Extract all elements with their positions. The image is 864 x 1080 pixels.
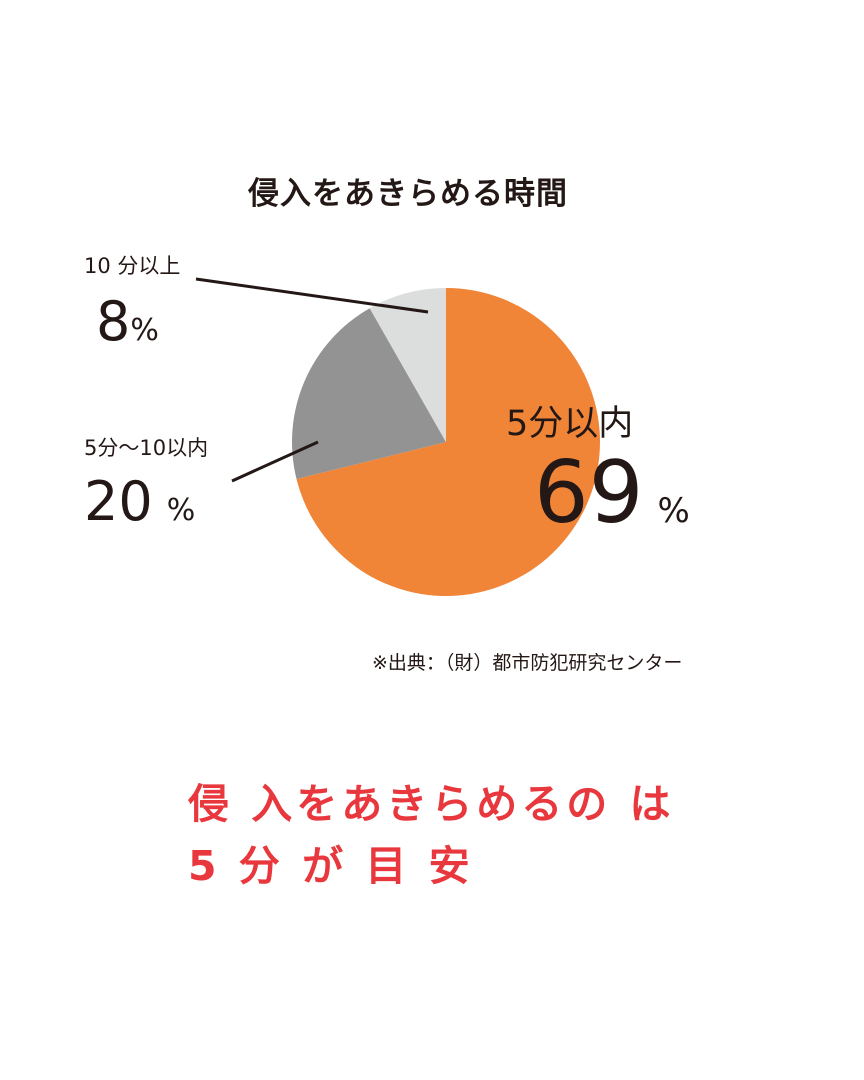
leader-line-10min-plus (195, 277, 429, 314)
slice-value-number: 20 (84, 470, 153, 533)
headline-line-2: 5 分 が 目 安 (188, 842, 474, 890)
chart-title: 侵入をあきらめる時間 (248, 176, 568, 212)
percent-sign: % (166, 493, 196, 528)
slice-10min-plus (369, 288, 446, 442)
headline-line-1: 侵 入をあきらめるの は (188, 780, 675, 828)
percent-sign: % (130, 313, 159, 348)
slice-5-10min (292, 308, 446, 480)
slice-value-5-10min: 20% (84, 475, 195, 529)
slice-label-within-5min: 5分以内 (506, 404, 634, 444)
percent-sign: % (657, 491, 690, 531)
slice-within-5min (296, 288, 600, 596)
source-note: ※出典：（財）都市防犯研究センター (372, 652, 683, 674)
slice-label-10min-plus: 10 分以上 (84, 254, 181, 278)
slice-value-number: 69 (534, 443, 644, 543)
headline: 侵 入をあきらめるの は 5 分 が 目 安 (188, 773, 675, 897)
slice-value-10min-plus: 8% (96, 295, 159, 349)
leader-line-5-10min (231, 440, 319, 483)
slice-value-number: 8 (96, 290, 131, 353)
slice-label-5-10min: 5分〜10以内 (84, 436, 209, 460)
slice-value-within-5min: 69% (534, 450, 690, 536)
